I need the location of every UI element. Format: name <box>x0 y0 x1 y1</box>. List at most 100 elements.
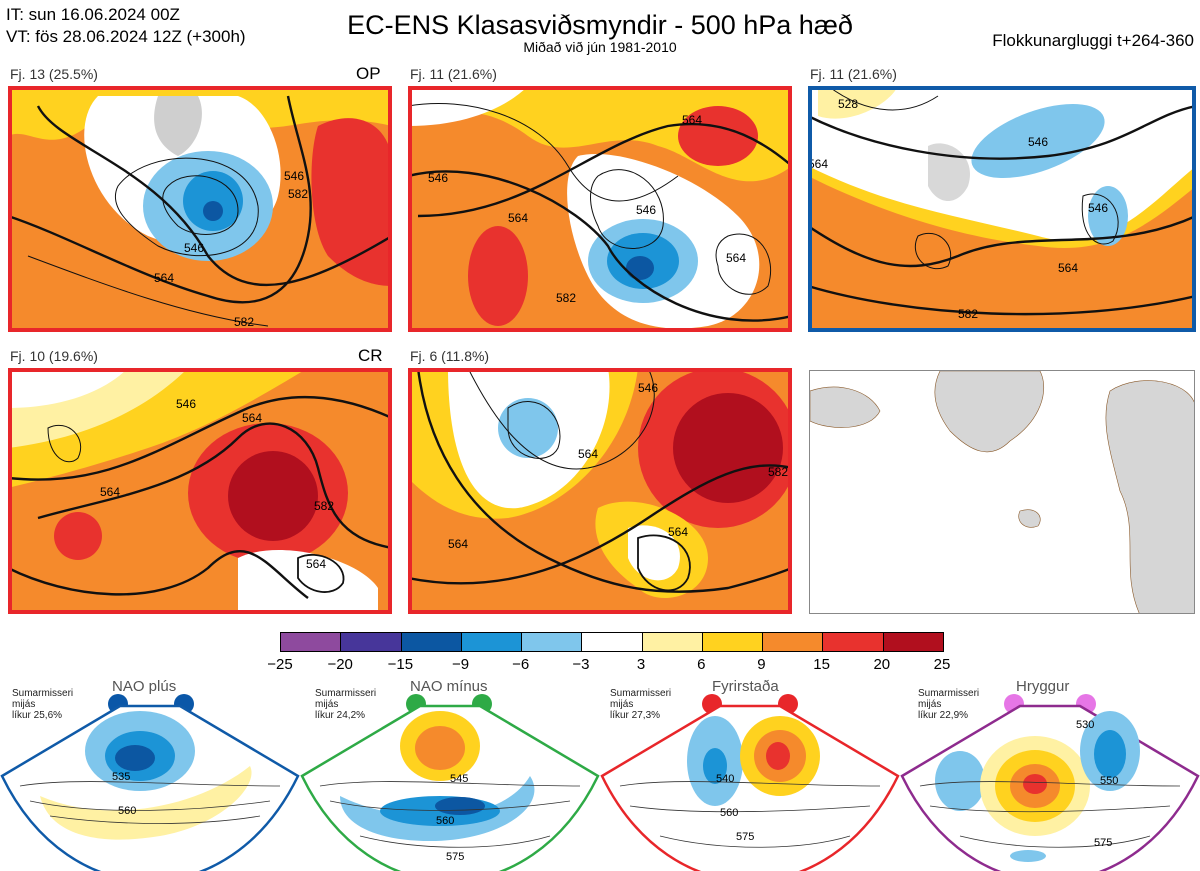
colorbar-tick-label: 15 <box>813 656 830 673</box>
colorbar-segment <box>522 633 583 651</box>
contour-line <box>47 424 82 463</box>
contour-label: 575 <box>1094 837 1112 849</box>
colorbar-tick-label: −9 <box>451 656 470 673</box>
contour-line <box>507 401 561 459</box>
contour-line <box>416 368 792 593</box>
contour-line <box>808 214 1196 268</box>
vt-line: VT: fös 28.06.2024 12Z (+300h) <box>6 27 246 46</box>
contour-label: 546 <box>428 171 448 185</box>
contour-label: 546 <box>1088 201 1108 215</box>
colorbar-segment <box>823 633 884 651</box>
contour-line <box>27 255 269 327</box>
it-line: IT: sun 16.06.2024 00Z <box>6 5 180 24</box>
colorbar-segment <box>461 633 523 651</box>
regime-season: Sumarmisseri <box>918 688 980 699</box>
regime-prob: líkur 27,3% <box>610 710 661 721</box>
colorbar-segment <box>763 633 824 651</box>
cluster-panel-4: 546 564 564 582 564 <box>8 368 392 614</box>
regime-month: mijás <box>610 699 634 710</box>
colorbar-segment <box>702 633 764 651</box>
regime-prob: líkur 24,2% <box>315 710 366 721</box>
colorbar-tick-label: 25 <box>933 656 951 673</box>
panel-1-tag: OP <box>356 64 381 83</box>
contour-line <box>637 534 691 592</box>
contour-label: 575 <box>736 831 754 843</box>
contour-label: 582 <box>958 307 978 321</box>
colorbar-tick-label: −20 <box>327 656 353 673</box>
anomaly-positive <box>311 118 392 286</box>
panel-1-border <box>8 86 392 332</box>
panel-4-label: Fj. 10 (19.6%) <box>10 348 98 364</box>
contour-line <box>715 233 772 295</box>
cluster-panel-3: 528 546 546 564 564 582 <box>808 86 1196 332</box>
panel-5-border <box>408 368 792 614</box>
colorbar-tick-label: 3 <box>636 656 646 673</box>
contour-label: 560 <box>436 815 454 827</box>
contour-label: 530 <box>1076 719 1094 731</box>
contour-label: 545 <box>450 773 468 785</box>
contour-label: 564 <box>1058 261 1078 275</box>
contour-label: 564 <box>306 557 326 571</box>
contour-label: 564 <box>682 113 702 127</box>
colorbar-segment <box>582 633 643 651</box>
empty-base-map <box>809 370 1195 614</box>
contour-line <box>297 553 345 593</box>
regime-month: mijás <box>12 699 36 710</box>
contour-label: 564 <box>578 447 598 461</box>
contour-label: 528 <box>838 97 858 111</box>
contour-label: 564 <box>808 157 828 171</box>
colorbar-segment <box>401 633 462 651</box>
contour-label: 564 <box>154 271 174 285</box>
contour-label: 564 <box>448 537 468 551</box>
colorbar <box>280 632 944 652</box>
page-subtitle: Miðað við jún 1981-2010 <box>523 39 677 55</box>
contour-label: 582 <box>556 291 576 305</box>
panel-3-label: Fj. 11 (21.6%) <box>810 66 897 82</box>
contour-label: 582 <box>288 187 308 201</box>
contour-label: 546 <box>184 241 204 255</box>
contour-line <box>162 175 239 235</box>
panel-2-label: Fj. 11 (21.6%) <box>410 66 497 82</box>
colorbar-segment <box>883 633 943 651</box>
contour-label: 560 <box>118 805 136 817</box>
contour-label: 564 <box>668 525 688 539</box>
contour-line <box>114 157 259 257</box>
contour-line <box>590 169 664 249</box>
regime-month: mijás <box>315 699 339 710</box>
panel-4-border <box>8 368 392 614</box>
contour-label: 560 <box>720 807 738 819</box>
greenland-shape <box>934 371 1044 453</box>
contour-line <box>408 170 792 322</box>
regime-prob: líkur 22,9% <box>918 710 969 721</box>
contour-line <box>808 104 1196 160</box>
contour-label: 564 <box>508 211 528 225</box>
contour-label: 564 <box>726 251 746 265</box>
regime-season: Sumarmisseri <box>610 688 672 699</box>
colorbar-segment <box>281 633 342 651</box>
panel-2-border <box>408 86 792 332</box>
contour-label: 550 <box>1100 775 1118 787</box>
regime-nao-minus: Sumarmisseri mijás líkur 24,2% NAO mínus… <box>300 676 600 871</box>
header-info: IT: sun 16.06.2024 00Z VT: fös 28.06.202… <box>6 4 246 48</box>
contour-line <box>808 284 1196 316</box>
regime-nao-plus: Sumarmisseri mijás líkur 25,6% NAO plús … <box>0 676 300 871</box>
contour-label: 535 <box>112 771 130 783</box>
contour-label: 582 <box>314 499 334 513</box>
colorbar-tick-label: −25 <box>267 656 293 673</box>
contour-line <box>8 95 312 304</box>
regime-title: Hryggur <box>1016 678 1070 695</box>
regime-prob: líkur 25,6% <box>12 710 63 721</box>
contour-label: 564 <box>100 485 120 499</box>
contour-label: 546 <box>176 397 196 411</box>
regime-title: NAO mínus <box>410 678 488 695</box>
contour-label: 564 <box>242 411 262 425</box>
panel-5-label: Fj. 6 (11.8%) <box>410 348 490 364</box>
colorbar-segment <box>642 633 703 651</box>
colorbar-tick-label: −6 <box>512 656 530 673</box>
contour-line <box>37 422 392 550</box>
contour-line <box>417 122 792 218</box>
contour-line <box>914 232 952 270</box>
contour-label: 575 <box>446 851 464 863</box>
contour-label: 582 <box>768 465 788 479</box>
contour-label: 546 <box>284 169 304 183</box>
